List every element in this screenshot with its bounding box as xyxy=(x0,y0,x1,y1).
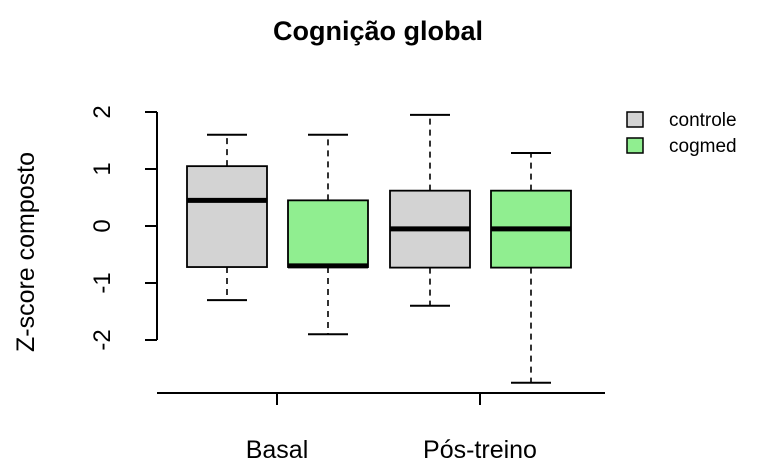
y-tick-label: -2 xyxy=(89,329,116,350)
x-tick-label: Basal xyxy=(246,436,309,464)
box-body xyxy=(287,199,369,268)
legend-item: cogmed xyxy=(626,136,737,157)
box-body xyxy=(186,165,268,268)
x-tick-label: Pós-treino xyxy=(423,436,537,464)
legend: controle cogmed xyxy=(626,110,737,157)
chart-title: Cognição global xyxy=(273,16,483,46)
legend-label: cogmed xyxy=(669,136,737,157)
y-tick-label: 2 xyxy=(89,105,116,118)
x-axis: Basal Pós-treino xyxy=(157,392,605,464)
y-tick-label: 1 xyxy=(89,162,116,175)
legend-label: controle xyxy=(669,110,737,131)
box-cogmed-Basal xyxy=(287,133,369,336)
box-controle-Pós-treino xyxy=(389,113,471,307)
y-axis-label: Z-score composto xyxy=(12,152,40,352)
legend-swatch xyxy=(626,111,644,128)
y-tick-label: 0 xyxy=(89,219,116,232)
y-axis: -2 -1 0 1 2 xyxy=(89,105,158,351)
box-cogmed-Pós-treino xyxy=(490,152,572,384)
box-controle-Basal xyxy=(186,133,268,302)
legend-item: controle xyxy=(626,110,737,131)
legend-swatch xyxy=(626,137,644,154)
boxes xyxy=(186,113,572,384)
y-tick-label: -1 xyxy=(89,272,116,293)
